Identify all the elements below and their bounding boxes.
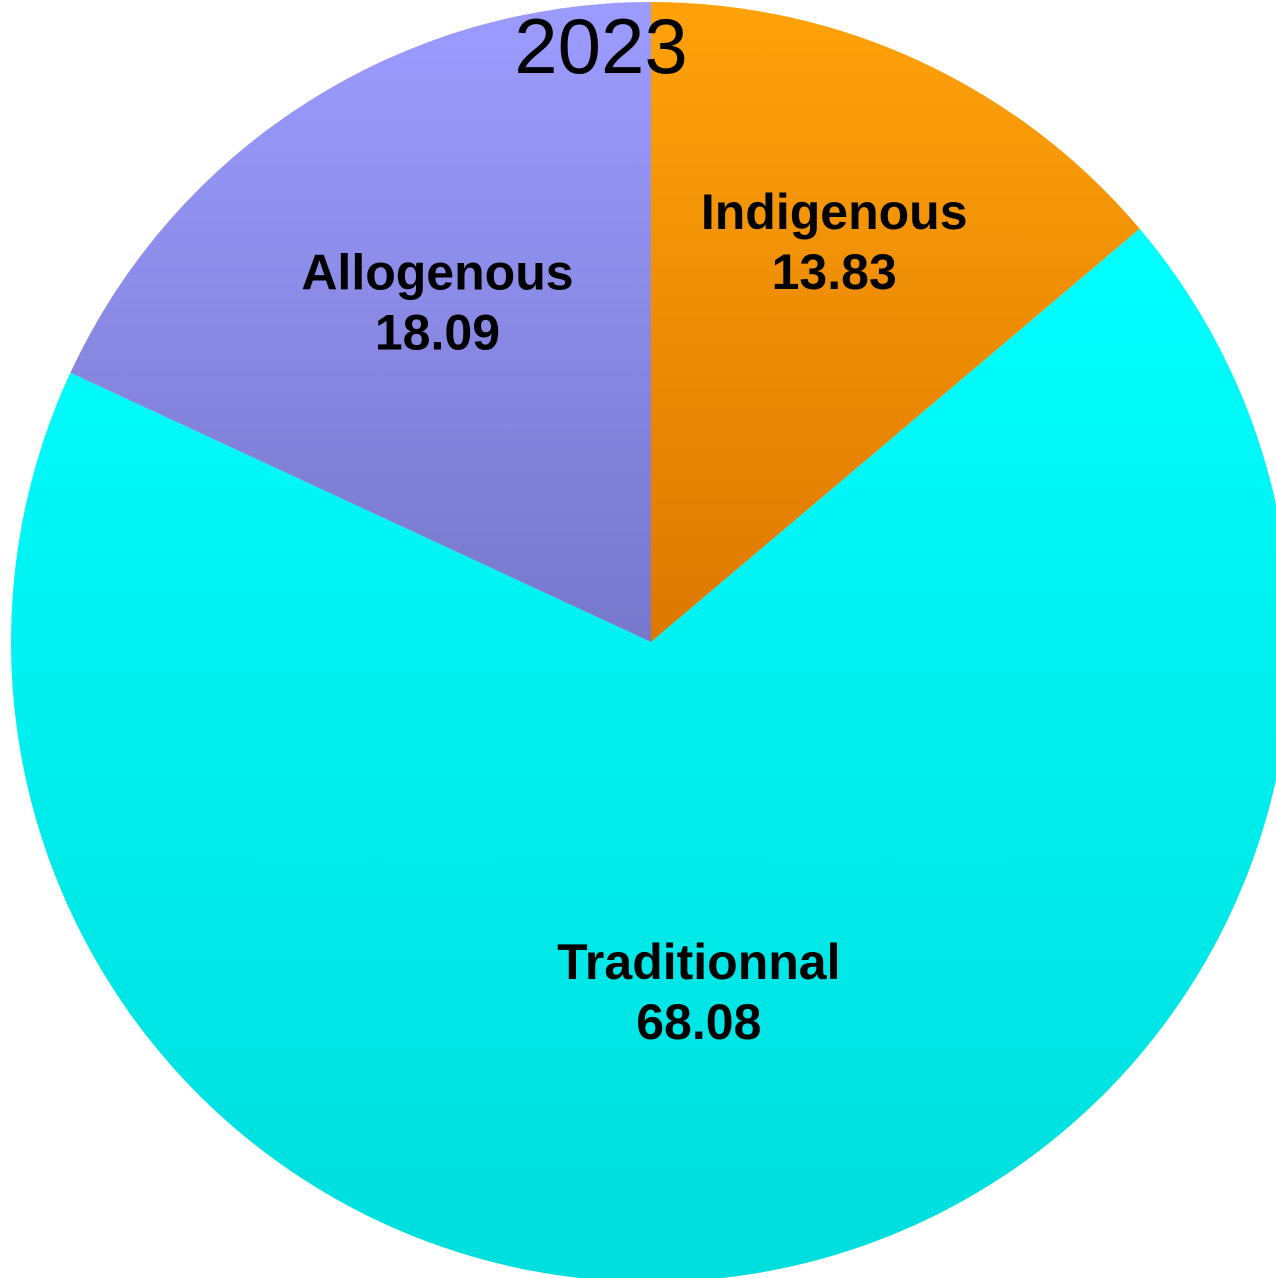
chart-title: 2023 xyxy=(514,2,688,90)
slice-category-label: Allogenous xyxy=(301,245,573,301)
slice-value-label: 68.08 xyxy=(636,994,761,1050)
slice-label-allogenous: Allogenous 18.09 xyxy=(301,245,573,361)
pie-slice-allogenous xyxy=(70,2,651,642)
slice-value-label: 18.09 xyxy=(375,305,500,361)
slice-value-label: 13.83 xyxy=(772,244,897,300)
slice-category-label: Indigenous xyxy=(701,184,968,240)
pie-slice-traditionnal xyxy=(11,228,1276,1278)
pie-labels: Indigenous 13.83 Traditionnal 68.08 Allogeno… xyxy=(301,184,967,1050)
slice-label-indigenous: Indigenous 13.83 xyxy=(701,184,968,300)
slice-label-traditionnal: Traditionnal 68.08 xyxy=(557,934,840,1050)
pie-slices xyxy=(11,2,1276,1278)
pie-slice-indigenous xyxy=(651,2,1140,642)
slice-category-label: Traditionnal xyxy=(557,934,840,990)
